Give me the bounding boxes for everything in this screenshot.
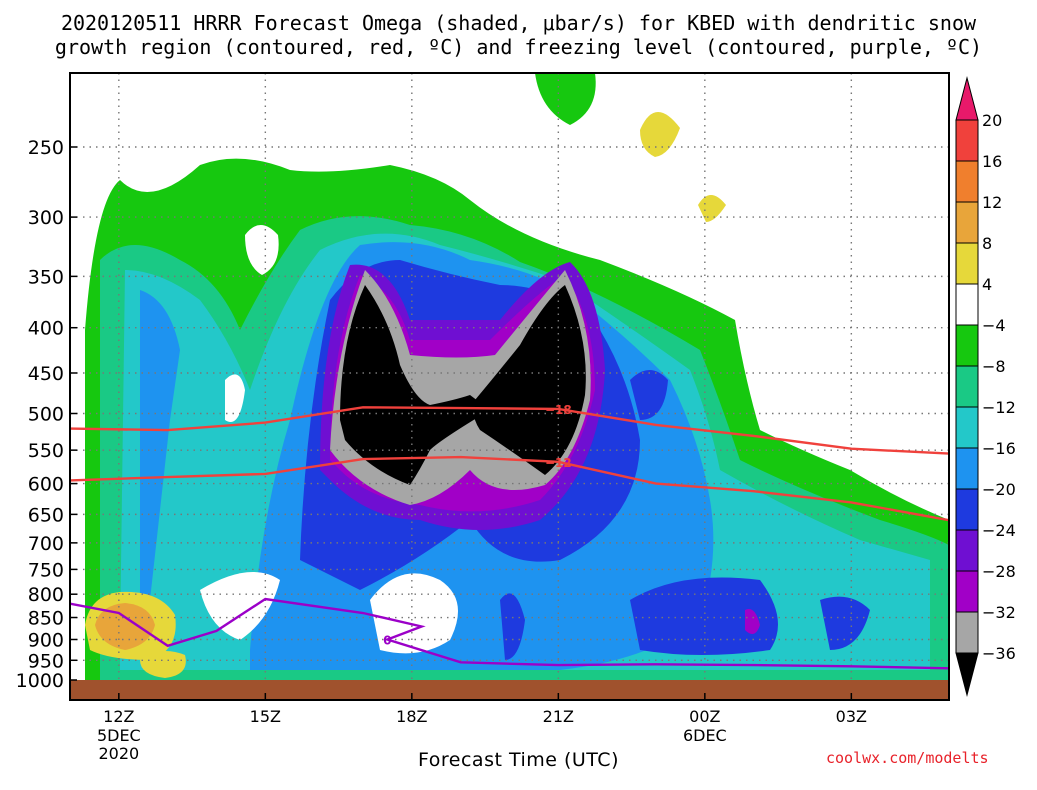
- y-tick-label-6: 550: [28, 440, 64, 462]
- y-tick-label-3: 400: [28, 318, 64, 340]
- colorbar-top-arrow: [955, 76, 979, 121]
- colorbar-swatch-10: [955, 488, 979, 531]
- credit-text: coolwx.com/modelts: [826, 749, 989, 767]
- colorbar-label-4: 4: [982, 275, 992, 294]
- y-tick-label-5: 500: [28, 404, 64, 426]
- colorbar-swatch-13: [955, 611, 979, 654]
- x-tick-sublabel-0-0: 5DEC: [97, 726, 141, 745]
- x-tick-label-1: 15Z: [250, 707, 281, 726]
- contour-label-0: −18: [545, 403, 572, 417]
- colorbar-swatch-6: [955, 324, 979, 367]
- colorbar-bottom-arrow: [955, 652, 979, 697]
- y-tick-label-2: 350: [28, 266, 64, 288]
- ground-strip: [70, 680, 949, 700]
- y-tick-label-12: 850: [28, 608, 64, 630]
- colorbar-label-5: −4: [982, 316, 1006, 335]
- colorbar-swatch-12: [955, 570, 979, 613]
- y-tick-label-10: 750: [28, 559, 64, 581]
- temperature-contours: [70, 406, 949, 670]
- x-tick-label-0: 12Z: [103, 707, 134, 726]
- colorbar-swatch-4: [955, 242, 979, 285]
- x-tick-label-4: 00Z: [689, 707, 720, 726]
- colorbar-label-0: 20: [982, 111, 1002, 130]
- omega-positive-area-5: [698, 195, 726, 222]
- x-tick-label-2: 18Z: [396, 707, 427, 726]
- y-tick-label-13: 900: [28, 629, 64, 651]
- y-tick-label-11: 800: [28, 584, 64, 606]
- x-tick-label-3: 21Z: [543, 707, 574, 726]
- colorbar-label-10: −24: [982, 521, 1016, 540]
- colorbar-swatch-11: [955, 529, 979, 572]
- omega-contour-minus4-top: [535, 73, 596, 125]
- colorbar-label-11: −28: [982, 562, 1016, 581]
- omega-white-gap-1: [245, 225, 279, 275]
- contour-red-1: [70, 455, 949, 522]
- colorbar-swatch-1: [955, 119, 979, 162]
- chart-title-line-1: 2020120511 HRRR Forecast Omega (shaded, …: [60, 11, 977, 35]
- y-tick-label-1: 300: [28, 207, 64, 229]
- colorbar-label-13: −36: [982, 644, 1016, 663]
- colorbar-label-2: 12: [982, 193, 1002, 212]
- omega-white-gap-4: [370, 573, 458, 654]
- contour-label-1: −12: [545, 456, 572, 470]
- y-tick-label-4: 450: [28, 363, 64, 385]
- plot-frame: [69, 72, 950, 701]
- y-tick-label-8: 650: [28, 504, 64, 526]
- contour-red-0: [70, 406, 949, 455]
- omega-white-gap-3: [200, 572, 280, 640]
- x-tick-sublabel-0-1: 2020: [98, 744, 139, 763]
- omega-shaded-field: [85, 73, 949, 681]
- y-tick-label-9: 700: [28, 533, 64, 555]
- colorbar-swatch-5: [955, 283, 979, 326]
- colorbar-swatch-3: [955, 201, 979, 244]
- colorbar-label-7: −12: [982, 398, 1016, 417]
- colorbar: 20 16 12 8 4 −4 −8 −12 −16 −20 −24 −28 −32 −36: [955, 76, 1016, 697]
- omega-contour-minus36: [340, 285, 586, 485]
- colorbar-label-1: 16: [982, 152, 1002, 171]
- colorbar-label-12: −32: [982, 603, 1016, 622]
- y-tick-label-0: 250: [28, 137, 64, 159]
- omega-white-gap-2: [225, 374, 245, 422]
- y-tick-label-14: 950: [28, 650, 64, 672]
- omega-positive-area-1-inner: [95, 603, 155, 650]
- x-axis-label: Forecast Time (UTC): [418, 749, 619, 771]
- chart-title-line-2: growth region (contoured, red, ºC) and f…: [54, 35, 983, 59]
- colorbar-swatch-2: [955, 160, 979, 203]
- contour-purple-2: [70, 597, 949, 670]
- omega-positive-area-2: [140, 651, 186, 678]
- colorbar-swatch-9: [955, 447, 979, 490]
- contour-label-2: 0: [383, 633, 391, 647]
- colorbar-label-9: −20: [982, 480, 1016, 499]
- contour-labels: −18 −12 0: [383, 403, 571, 648]
- y-tick-label-7: 600: [28, 474, 64, 496]
- colorbar-label-3: 8: [982, 234, 992, 253]
- x-tick-sublabel-4-0: 6DEC: [683, 726, 727, 745]
- colorbar-swatch-7: [955, 365, 979, 408]
- y-tick-label-15: 1000: [16, 670, 64, 692]
- omega-positive-area-4: [640, 111, 680, 157]
- colorbar-label-6: −8: [982, 357, 1006, 376]
- colorbar-swatch-8: [955, 406, 979, 449]
- x-tick-label-5: 03Z: [836, 707, 867, 726]
- y-axis: 2503003504004505005506006507007508008509…: [16, 137, 77, 692]
- colorbar-label-8: −16: [982, 439, 1016, 458]
